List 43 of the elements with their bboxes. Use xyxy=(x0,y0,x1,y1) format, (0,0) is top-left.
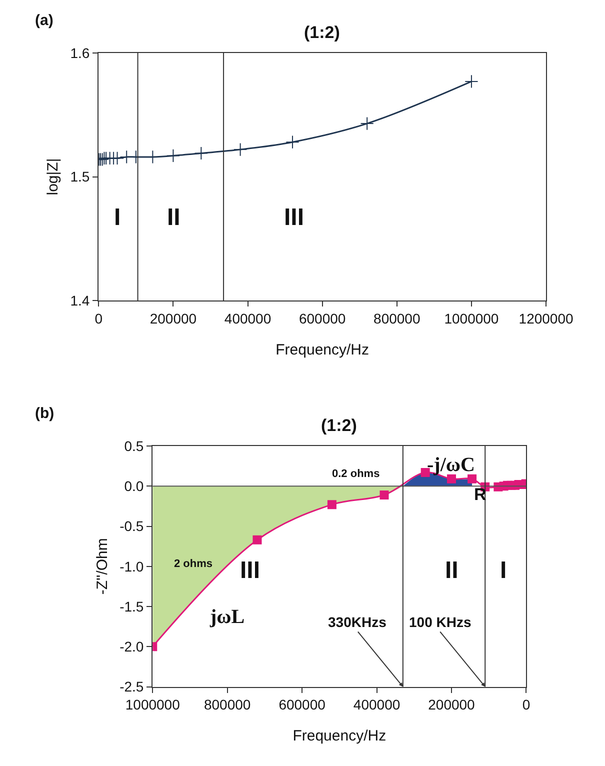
x-tick-label: 600000 xyxy=(298,310,346,326)
ref-line-label: 330KHzs xyxy=(328,614,387,630)
y-tick-label: 0.5 xyxy=(124,438,144,454)
chart-title: (1:2) xyxy=(304,23,340,42)
y-tick-label: -2.0 xyxy=(120,638,144,655)
y-axis-title: -Z''/Ohm xyxy=(94,538,111,595)
x-tick-label: 400000 xyxy=(353,696,400,713)
annotation: jωL xyxy=(209,606,245,628)
y-tick-label: -1.5 xyxy=(120,598,144,614)
chart-title: (1:2) xyxy=(321,416,357,435)
x-tick-label: 1000000 xyxy=(125,696,180,713)
y-tick-label: 0.0 xyxy=(124,478,144,494)
x-axis-title: Frequency/Hz xyxy=(292,728,386,745)
x-tick-label: 1200000 xyxy=(518,310,574,326)
annotation: II xyxy=(167,204,180,231)
annotation: 2 ohms xyxy=(174,558,213,570)
y-axis-title: log|Z| xyxy=(44,158,62,196)
x-tick-label: 200000 xyxy=(150,310,197,326)
y-tick-label: -2.5 xyxy=(120,678,144,695)
annotation: -j/ωC xyxy=(427,454,475,476)
x-tick-label: 200000 xyxy=(428,696,476,713)
x-axis-title: Frequency/Hz xyxy=(276,341,370,358)
x-tick-label: 400000 xyxy=(224,310,272,326)
y-tick-label: 1.6 xyxy=(70,44,90,61)
y-tick-label: 1.4 xyxy=(70,292,90,308)
x-tick-label: 800000 xyxy=(204,696,251,713)
x-tick-label: 1000000 xyxy=(444,310,499,326)
annotation: I xyxy=(114,204,121,231)
annotation: III xyxy=(240,557,260,584)
y-tick-label: 1.5 xyxy=(70,168,90,185)
annotation: 0.2 ohms xyxy=(332,468,380,480)
y-tick-label: -1.0 xyxy=(120,558,144,574)
ref-line-label: 100 KHzs xyxy=(409,614,472,630)
text: (b) xyxy=(35,405,54,422)
annotation: III xyxy=(284,204,304,231)
x-tick-label: 0 xyxy=(94,310,103,326)
x-tick-label: 600000 xyxy=(278,696,326,713)
annotation: II xyxy=(445,557,458,584)
x-tick-label: 0 xyxy=(522,696,530,713)
annotation: I xyxy=(500,557,507,584)
x-tick-label: 800000 xyxy=(374,310,420,326)
text: (a) xyxy=(35,12,54,29)
y-tick-label: -0.5 xyxy=(120,518,144,534)
